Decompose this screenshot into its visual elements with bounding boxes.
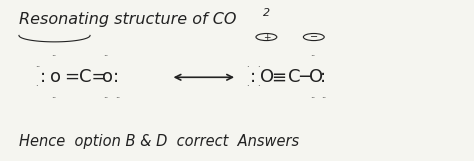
- Text: o: o: [102, 68, 113, 86]
- Text: ··: ··: [310, 52, 316, 61]
- Text: ··: ··: [115, 94, 120, 103]
- Text: ·: ·: [257, 82, 260, 91]
- Text: o: o: [50, 68, 61, 86]
- Text: :: :: [113, 68, 119, 86]
- Text: ··: ··: [103, 94, 109, 103]
- Text: C: C: [288, 68, 301, 86]
- Text: ·: ·: [246, 82, 249, 91]
- Text: O: O: [260, 68, 274, 86]
- Text: Hence  option B & D  correct  Answers: Hence option B & D correct Answers: [19, 134, 299, 149]
- Text: =C=: =C=: [64, 68, 107, 86]
- Text: ·: ·: [257, 63, 260, 72]
- Text: :: :: [250, 68, 256, 86]
- Text: −: −: [310, 32, 318, 42]
- Text: ≡: ≡: [272, 68, 287, 86]
- Text: :: :: [319, 68, 326, 86]
- Text: O: O: [309, 68, 323, 86]
- Text: ··: ··: [51, 52, 56, 61]
- Text: ··: ··: [310, 94, 316, 103]
- Text: Resonating structure of CO: Resonating structure of CO: [19, 12, 237, 27]
- Text: :: :: [40, 68, 46, 86]
- Text: ·: ·: [246, 63, 249, 72]
- Text: ··: ··: [321, 94, 327, 103]
- Text: 2: 2: [263, 8, 270, 18]
- Text: +: +: [263, 33, 270, 42]
- Text: ··: ··: [51, 94, 56, 103]
- Text: ··: ··: [36, 63, 41, 72]
- Text: −: −: [297, 68, 312, 86]
- Text: ··: ··: [103, 52, 109, 61]
- Text: ·: ·: [36, 82, 38, 91]
